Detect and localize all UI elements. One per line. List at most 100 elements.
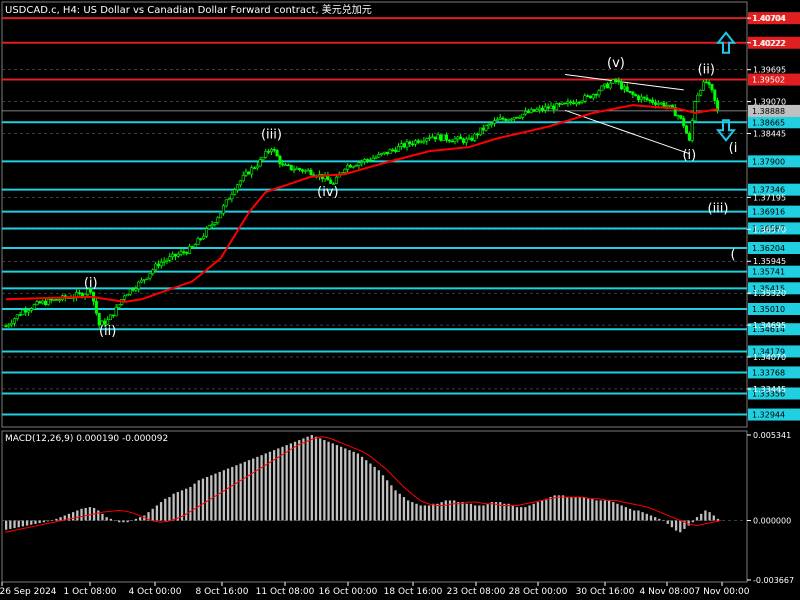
bull-candle bbox=[549, 105, 553, 109]
bull-candle bbox=[535, 109, 539, 112]
bear-candle bbox=[252, 167, 256, 169]
macd-histogram-bar bbox=[105, 517, 108, 521]
macd-histogram-bar bbox=[214, 473, 217, 521]
bull-candle bbox=[538, 107, 542, 111]
bear-candle bbox=[470, 137, 474, 141]
macd-histogram-bar bbox=[599, 500, 602, 521]
bull-candle bbox=[236, 184, 240, 191]
macd-histogram-bar bbox=[674, 520, 678, 531]
bull-candle bbox=[518, 117, 522, 119]
macd-histogram-bar bbox=[473, 505, 477, 521]
macd-histogram-bar bbox=[80, 508, 83, 521]
bull-candle bbox=[216, 217, 220, 223]
time-tick-label: 4 Oct 00:00 bbox=[129, 587, 182, 597]
moving-average-line bbox=[5, 104, 718, 303]
macd-panel: MACD(12,26,9) 0.000190 -0.000092 0.005341… bbox=[2, 431, 794, 585]
macd-histogram-bar bbox=[285, 445, 288, 521]
macd-histogram-bar bbox=[654, 517, 657, 521]
bear-candle bbox=[77, 292, 81, 294]
bear-candle bbox=[569, 101, 573, 104]
bear-candle bbox=[44, 300, 48, 306]
macd-histogram-bar bbox=[222, 470, 226, 521]
arrow-down-icon bbox=[715, 119, 737, 142]
support-level-label: 1.34614 bbox=[752, 325, 785, 334]
macd-histogram-bar bbox=[38, 520, 41, 524]
bull-candle bbox=[15, 314, 19, 320]
bear-candle bbox=[402, 143, 406, 148]
bull-candle bbox=[41, 300, 45, 304]
bull-candle bbox=[346, 165, 350, 170]
macd-histogram-bar bbox=[716, 518, 720, 521]
bear-candle bbox=[267, 151, 271, 153]
bear-candle bbox=[173, 253, 177, 257]
price-tick-label: 1.34070 bbox=[753, 353, 786, 362]
macd-histogram-bar bbox=[176, 492, 179, 521]
support-level-label: 1.34179 bbox=[752, 347, 785, 356]
macd-histogram-bar bbox=[662, 520, 665, 522]
macd-histogram-bar bbox=[63, 515, 66, 521]
macd-histogram-bar bbox=[46, 520, 50, 522]
bull-candle bbox=[436, 134, 440, 140]
bear-candle bbox=[300, 169, 304, 172]
macd-histogram-bar bbox=[503, 503, 506, 521]
bear-candle bbox=[710, 84, 714, 91]
bear-candle bbox=[651, 99, 655, 103]
bear-candle bbox=[365, 159, 369, 161]
macd-histogram-bar bbox=[520, 507, 523, 521]
bull-candle bbox=[233, 189, 237, 195]
bull-candle bbox=[137, 281, 141, 289]
macd-histogram-bar bbox=[88, 507, 92, 521]
macd-histogram-bar bbox=[616, 503, 619, 521]
support-level-label: 1.33356 bbox=[752, 389, 785, 398]
wave-label: (i) bbox=[682, 148, 696, 163]
bear-candle bbox=[642, 96, 646, 99]
macd-histogram-bar bbox=[390, 485, 393, 521]
bear-candle bbox=[713, 89, 717, 101]
bear-candle bbox=[247, 171, 251, 175]
macd-histogram-bar bbox=[712, 515, 715, 521]
macd-histogram-bar bbox=[356, 453, 360, 521]
bull-candle bbox=[413, 140, 417, 145]
bear-candle bbox=[461, 138, 465, 143]
macd-histogram-bar bbox=[620, 505, 623, 521]
support-level-label-box bbox=[748, 303, 800, 316]
bear-candle bbox=[532, 109, 536, 112]
bull-candle bbox=[343, 168, 347, 173]
macd-histogram-bar bbox=[272, 450, 276, 521]
bull-candle bbox=[608, 82, 612, 89]
macd-histogram-bar bbox=[126, 520, 129, 523]
bull-candle bbox=[27, 310, 31, 313]
bull-candle bbox=[591, 94, 595, 99]
bull-candle bbox=[171, 253, 175, 257]
macd-histogram-bar bbox=[256, 456, 259, 521]
macd-histogram-bar bbox=[381, 475, 385, 521]
support-level-label-box bbox=[748, 345, 800, 358]
support-level-label-box bbox=[748, 387, 800, 400]
bull-candle bbox=[179, 251, 183, 255]
bull-candle bbox=[453, 138, 457, 142]
bull-candle bbox=[583, 95, 587, 102]
bull-candle bbox=[360, 161, 364, 164]
bull-candle bbox=[521, 113, 525, 118]
macd-histogram-bar bbox=[402, 497, 406, 521]
macd-histogram-bar bbox=[101, 513, 104, 521]
bear-candle bbox=[190, 246, 194, 248]
price-tick-label: 1.39070 bbox=[753, 98, 786, 107]
bull-candle bbox=[12, 318, 16, 324]
macd-histogram-bar bbox=[482, 505, 485, 521]
macd-histogram-bar bbox=[536, 502, 540, 521]
macd-histogram-bar bbox=[415, 503, 418, 521]
bear-candle bbox=[97, 312, 101, 326]
bear-candle bbox=[103, 320, 107, 325]
macd-histogram-bar bbox=[453, 500, 456, 521]
bull-candle bbox=[188, 246, 192, 254]
macd-histogram-bar bbox=[21, 520, 25, 527]
bull-candle bbox=[442, 134, 446, 141]
bull-candle bbox=[524, 111, 528, 115]
bull-candle bbox=[600, 85, 604, 92]
bull-candle bbox=[699, 89, 703, 96]
macd-histogram-bar bbox=[528, 505, 531, 521]
macd-histogram-bar bbox=[42, 520, 45, 523]
bear-candle bbox=[394, 149, 398, 152]
macd-histogram-bar bbox=[180, 490, 184, 521]
